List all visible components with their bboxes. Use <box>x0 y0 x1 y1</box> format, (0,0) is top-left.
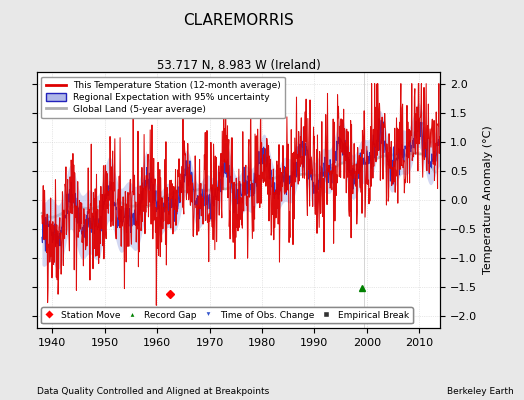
Y-axis label: Temperature Anomaly (°C): Temperature Anomaly (°C) <box>483 126 493 274</box>
Legend: Station Move, Record Gap, Time of Obs. Change, Empirical Break: Station Move, Record Gap, Time of Obs. C… <box>41 307 412 324</box>
Text: Berkeley Earth: Berkeley Earth <box>447 387 514 396</box>
Text: Data Quality Controlled and Aligned at Breakpoints: Data Quality Controlled and Aligned at B… <box>37 387 269 396</box>
Text: CLAREMORRIS: CLAREMORRIS <box>183 13 294 28</box>
Title: 53.717 N, 8.983 W (Ireland): 53.717 N, 8.983 W (Ireland) <box>157 59 320 72</box>
